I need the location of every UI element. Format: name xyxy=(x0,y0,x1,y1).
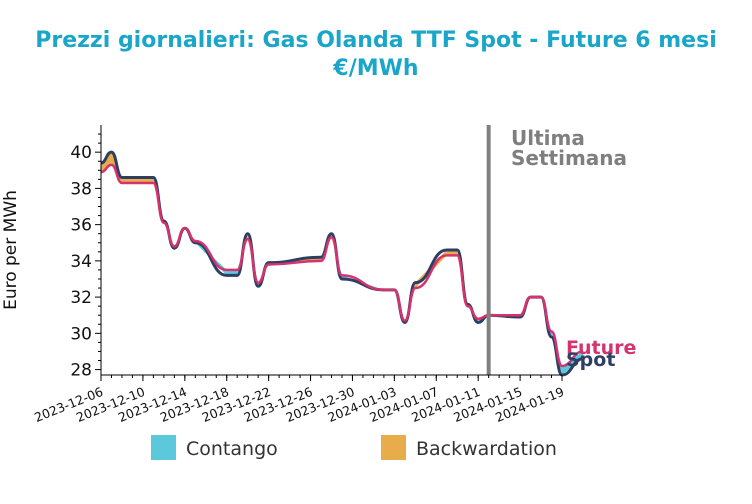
series-lines-layer xyxy=(101,152,583,375)
legend-label-contango: Contango xyxy=(186,438,278,460)
y-tick-label: 38 xyxy=(70,179,92,199)
series-line-future xyxy=(101,165,583,366)
y-axis-title: Euro per MWh xyxy=(1,190,21,310)
y-tick-label: 28 xyxy=(70,361,92,381)
y-tick-label: 30 xyxy=(70,324,92,344)
y-tick-label: 36 xyxy=(70,216,92,236)
y-tick-label: 34 xyxy=(70,252,92,272)
spread-fill-layer xyxy=(101,152,583,375)
series-line-spot xyxy=(101,152,583,375)
y-tick-label: 32 xyxy=(70,288,92,308)
x-ticks: 2023-12-062023-12-102023-12-142023-12-18… xyxy=(32,375,566,425)
annotation-line-2: Settimana xyxy=(511,146,627,170)
legend-swatch-contango xyxy=(151,435,176,460)
y-ticks: 28 30 32 34 36 38 40 xyxy=(70,134,101,381)
legend-swatch-backwardation xyxy=(381,435,406,460)
legend-label-backwardation: Backwardation xyxy=(416,438,557,460)
chart-title-line-2: €/MWh xyxy=(332,56,418,81)
chart-title-line-1: Prezzi giornalieri: Gas Olanda TTF Spot … xyxy=(35,28,717,53)
y-tick-label: 40 xyxy=(70,143,92,163)
legend: Contango Backwardation xyxy=(151,435,557,460)
axes xyxy=(101,125,562,375)
series-label-spot: Spot xyxy=(566,349,615,371)
